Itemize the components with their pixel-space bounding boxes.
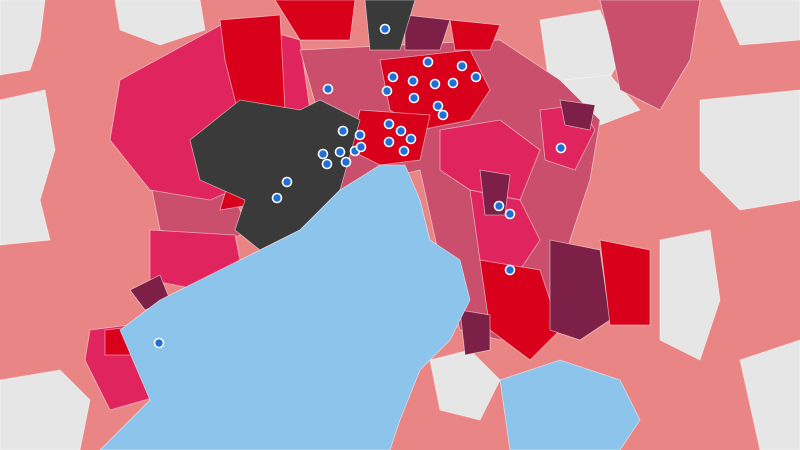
marker[interactable] [407, 75, 419, 87]
region [549, 239, 611, 341]
region [659, 229, 721, 361]
marker[interactable] [322, 83, 334, 95]
marker[interactable] [381, 85, 393, 97]
marker[interactable] [321, 158, 333, 170]
marker[interactable] [493, 200, 505, 212]
region [364, 0, 416, 51]
region [0, 89, 56, 246]
region [404, 14, 451, 51]
region [599, 0, 701, 111]
bay [499, 359, 641, 450]
marker[interactable] [470, 71, 482, 83]
marker[interactable] [271, 192, 283, 204]
bay [99, 164, 471, 450]
marker[interactable] [398, 145, 410, 157]
region [739, 339, 800, 450]
marker[interactable] [355, 141, 367, 153]
marker[interactable] [387, 71, 399, 83]
marker[interactable] [334, 146, 346, 158]
markers [153, 23, 567, 349]
marker[interactable] [429, 78, 441, 90]
region [429, 349, 501, 421]
marker[interactable] [337, 125, 349, 137]
marker[interactable] [504, 208, 516, 220]
region [459, 309, 491, 356]
marker[interactable] [447, 77, 459, 89]
marker[interactable] [153, 337, 165, 349]
marker[interactable] [432, 100, 444, 112]
marker[interactable] [555, 142, 567, 154]
marker[interactable] [395, 125, 407, 137]
marker[interactable] [383, 136, 395, 148]
marker[interactable] [379, 23, 391, 35]
region [699, 89, 800, 211]
region [274, 0, 356, 41]
region [559, 99, 596, 131]
marker[interactable] [340, 156, 352, 168]
region [599, 239, 651, 326]
marker[interactable] [456, 60, 468, 72]
region [114, 0, 206, 46]
marker[interactable] [437, 109, 449, 121]
water [99, 164, 641, 450]
marker[interactable] [405, 133, 417, 145]
marker[interactable] [281, 176, 293, 188]
region [449, 19, 501, 51]
marker[interactable] [422, 56, 434, 68]
marker[interactable] [383, 118, 395, 130]
region [0, 0, 46, 76]
marker[interactable] [317, 148, 329, 160]
marker[interactable] [354, 129, 366, 141]
marker[interactable] [504, 264, 516, 276]
region [0, 369, 91, 450]
region [719, 0, 800, 46]
marker[interactable] [408, 92, 420, 104]
